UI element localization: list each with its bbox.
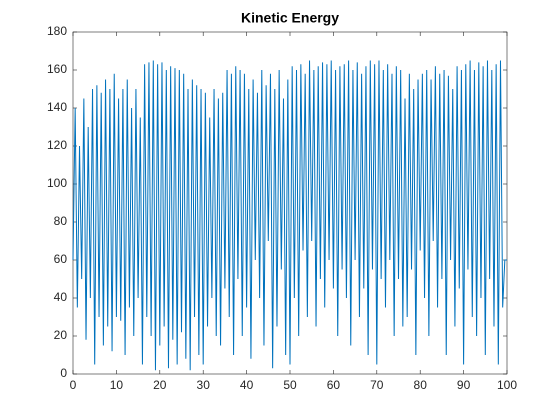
x-tick-label: 100 — [497, 378, 517, 392]
x-tick-label: 10 — [110, 378, 124, 392]
x-tick-label: 70 — [370, 378, 384, 392]
y-tick-label: 160 — [47, 62, 67, 76]
y-tick-label: 140 — [47, 100, 67, 114]
x-tick-label: 30 — [197, 378, 211, 392]
x-tick-label: 60 — [327, 378, 341, 392]
data-line — [72, 60, 507, 371]
y-tick-label: 120 — [47, 138, 67, 152]
x-tick-label: 90 — [457, 378, 471, 392]
y-tick-label: 40 — [54, 290, 68, 304]
y-tick-label: 60 — [54, 252, 68, 266]
y-tick-label: 180 — [47, 24, 67, 38]
y-tick-label: 0 — [60, 366, 67, 380]
x-tick-label: 50 — [283, 378, 297, 392]
chart-title: Kinetic Energy — [241, 10, 339, 26]
x-tick-label: 0 — [70, 378, 77, 392]
y-tick-label: 80 — [54, 214, 68, 228]
y-tick-label: 20 — [54, 328, 68, 342]
x-tick-label: 20 — [153, 378, 167, 392]
x-tick-label: 80 — [414, 378, 428, 392]
y-tick-label: 100 — [47, 176, 67, 190]
x-tick-label: 40 — [240, 378, 254, 392]
